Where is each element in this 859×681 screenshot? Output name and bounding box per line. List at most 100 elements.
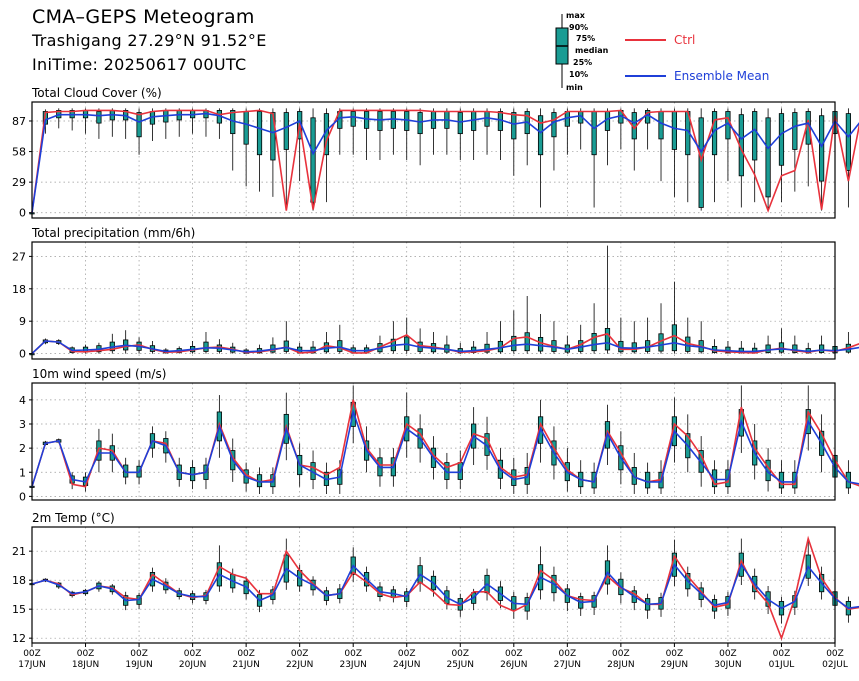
box-body — [792, 344, 798, 353]
ensemble-box — [845, 460, 851, 494]
ensemble-box — [511, 310, 517, 354]
ensemble-box — [685, 317, 691, 354]
ensemble-box — [578, 324, 584, 354]
x-tick-label-time: 00Z — [505, 649, 523, 659]
box-body — [645, 471, 651, 489]
box-body — [243, 111, 249, 145]
ensemble-box — [430, 332, 437, 354]
ensemble-box — [551, 321, 557, 354]
ensemble-box — [203, 108, 209, 137]
ensemble-box — [551, 108, 557, 171]
ensemble-box — [323, 108, 330, 203]
box-body — [524, 332, 530, 352]
ensemble-box — [792, 108, 798, 192]
box-body — [765, 117, 771, 198]
x-tick-label-date: 21JUN — [232, 660, 259, 670]
legend-label-5: 10% — [569, 70, 588, 79]
ensemble-box — [671, 108, 678, 197]
box-body — [765, 344, 771, 353]
box-body — [752, 111, 758, 161]
box-body — [819, 344, 825, 353]
y-tick-label: 4 — [19, 394, 26, 407]
legend: max 90% 75% median 25% 10% min Ctrl Ensemble Mea… — [555, 11, 769, 92]
ensemble-box — [537, 108, 544, 208]
x-tick-label-time: 00Z — [77, 649, 95, 659]
box-body — [845, 113, 851, 171]
y-tick-label: 18 — [12, 283, 26, 296]
ensemble-box — [645, 317, 651, 354]
ensemble-box — [698, 321, 704, 354]
ensemble-box — [230, 342, 236, 354]
x-tick-label-time: 00Z — [184, 649, 202, 659]
ensemble-box — [230, 108, 236, 171]
box-body — [658, 111, 664, 140]
ensemble-box — [390, 321, 396, 354]
ensemble-box — [136, 108, 142, 155]
box-body — [671, 111, 678, 150]
panel-title: Total Cloud Cover (%) — [31, 86, 162, 100]
ensemble-box — [297, 108, 303, 182]
y-tick-label: 3 — [19, 418, 26, 431]
box-body — [537, 336, 544, 352]
ensemble-box — [604, 108, 611, 166]
box-body — [792, 112, 798, 150]
ensemble-mean-line — [31, 340, 859, 355]
ensemble-mean-line — [31, 562, 859, 610]
y-tick-label: 15 — [12, 603, 26, 616]
ensemble-box — [819, 108, 825, 211]
ensemble-box — [256, 108, 263, 192]
ensemble-box — [471, 108, 477, 160]
legend-label-2: 75% — [576, 34, 595, 43]
ensemble-box — [591, 591, 597, 615]
ensemble-box — [778, 460, 785, 494]
ensemble-box — [564, 108, 570, 155]
ensemble-box — [765, 108, 771, 211]
location-label: Trashigang 27.29°N 91.52°E — [32, 31, 267, 50]
ensemble-box — [123, 330, 129, 354]
ensemble-box — [323, 332, 330, 354]
ensemble-box — [537, 314, 544, 354]
panel-1: Total precipitation (mm/6h) 0 9 18 27 — [12, 226, 859, 361]
y-tick-label: 1 — [19, 466, 26, 479]
ensemble-box — [444, 108, 450, 155]
ensemble-box — [845, 332, 851, 354]
x-tick-label-time: 00Z — [23, 649, 41, 659]
ensemble-box — [497, 108, 504, 160]
x-tick-label-time: 00Z — [559, 649, 577, 659]
ensemble-box — [310, 108, 316, 211]
ensemble-box — [404, 108, 410, 160]
ensemble-box — [778, 108, 785, 203]
ensemble-box — [645, 593, 651, 619]
ctrl-line — [31, 535, 859, 641]
x-tick-label-date: 18JUN — [72, 660, 99, 670]
ensemble-box — [123, 108, 129, 139]
y-tick-label: 2 — [19, 442, 26, 455]
x-tick-label-date: 19JUN — [125, 660, 152, 670]
box-body — [350, 111, 356, 127]
box-body — [551, 112, 557, 138]
ensemble-box — [511, 591, 517, 619]
x-tick-label-date: 30JUN — [714, 660, 741, 670]
y-tick-label: 87 — [12, 115, 26, 128]
x-tick-label-time: 00Z — [451, 649, 469, 659]
ensemble-box — [591, 303, 597, 354]
x-tick-label-time: 00Z — [398, 649, 416, 659]
x-tick-label-date: 23JUN — [339, 660, 366, 670]
x-tick-label-date: 24JUN — [393, 660, 420, 670]
ensemble-box — [96, 342, 102, 354]
box-body — [591, 333, 597, 352]
ensemble-box — [149, 108, 156, 142]
x-tick-label-date: 01JUL — [769, 660, 795, 670]
x-tick-label-time: 00Z — [612, 649, 630, 659]
ensemble-box — [377, 335, 383, 354]
ensemble-box — [578, 592, 584, 616]
box-body — [457, 112, 463, 135]
ensemble-box — [283, 321, 289, 354]
box-body — [270, 112, 276, 161]
box-body — [283, 340, 289, 352]
x-tick-label-time: 00Z — [773, 649, 791, 659]
ensemble-box — [390, 108, 396, 155]
y-tick-label: 29 — [12, 176, 26, 189]
x-tick-label-date: 25JUN — [447, 660, 474, 670]
ensemble-box — [658, 108, 664, 182]
